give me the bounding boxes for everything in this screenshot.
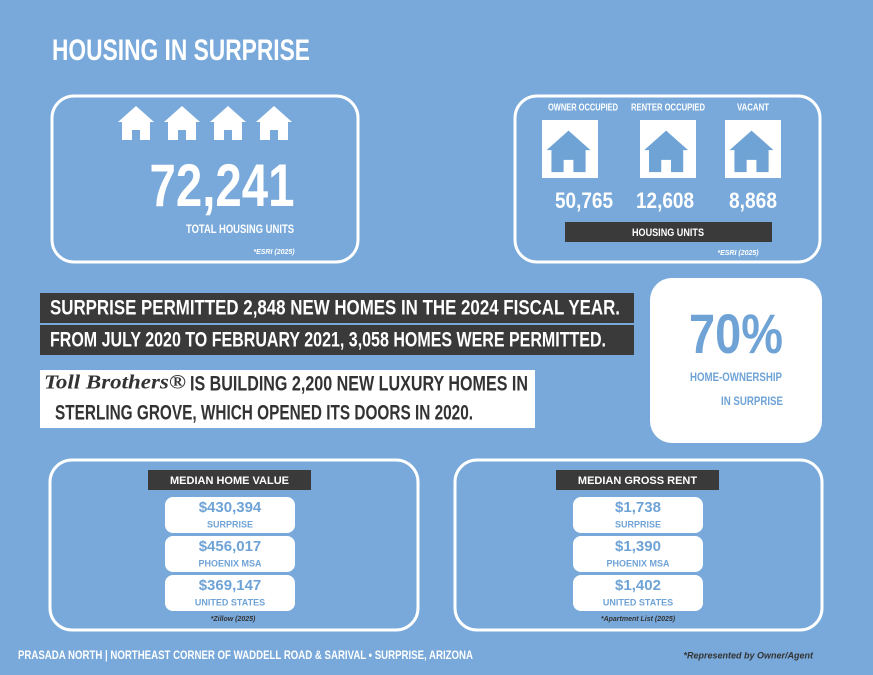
ownership-value: 70% <box>689 302 783 365</box>
source: *Apartment List (2025) <box>601 616 676 623</box>
value-pill <box>573 536 703 572</box>
title: HOUSING IN SURPRISE <box>52 34 310 67</box>
highlight: SURPRISE PERMITTED 2,848 NEW HOMES IN TH… <box>50 297 620 320</box>
row-value: $456,017 <box>199 538 262 555</box>
row-value: $369,147 <box>199 577 262 594</box>
column-value: 12,608 <box>636 188 694 213</box>
total-units-label: TOTAL HOUSING UNITS <box>186 222 294 236</box>
value-pill <box>165 536 295 572</box>
home-value-box <box>48 458 420 632</box>
title-bar <box>148 470 311 490</box>
ownership-label: HOME-OWNERSHIP <box>690 370 782 384</box>
value-pill <box>165 497 295 533</box>
row-label: UNITED STATES <box>603 597 673 607</box>
highlight: FROM JULY 2020 TO FEBRUARY 2021, 3,058 H… <box>50 329 606 352</box>
column-label: RENTER OCCUPIED <box>631 103 705 114</box>
bottom-panels: MEDIAN HOME VALUE $430,394 SURPRISE $456,01… <box>148 470 719 623</box>
gross-rent-box <box>453 458 824 632</box>
row-label: UNITED STATES <box>195 597 265 607</box>
occupancy-box <box>513 94 822 264</box>
row-label: PHOENIX MSA <box>198 558 262 568</box>
ownership-box <box>650 278 822 443</box>
footer-note: *Represented by Owner/Agent <box>683 650 814 660</box>
highlight-bar <box>40 325 634 355</box>
caption: HOUSING UNITS <box>632 227 704 239</box>
highlight-bar <box>40 293 634 323</box>
toll-bar <box>40 399 535 428</box>
value-pill <box>573 575 703 611</box>
source: *ESRI (2025) <box>717 250 759 257</box>
panel-title: MEDIAN GROSS RENT <box>578 475 697 487</box>
column-value: 8,868 <box>729 188 777 213</box>
row-value: $430,394 <box>199 499 262 516</box>
total-units-value: 72,241 <box>150 152 295 219</box>
total-units-box <box>50 94 360 264</box>
source: *ESRI (2025) <box>253 249 295 256</box>
title-bar <box>556 470 719 490</box>
toll-line: IS BUILDING 2,200 NEW LUXURY HOMES IN <box>190 373 528 396</box>
column-label: OWNER OCCUPIED <box>548 103 618 114</box>
toll-bar <box>40 370 535 400</box>
panel-title: MEDIAN HOME VALUE <box>170 475 289 487</box>
source: *Zillow (2025) <box>211 616 256 623</box>
logo: Toll Brothers® <box>44 372 186 394</box>
ownership-label: IN SURPRISE <box>721 394 783 408</box>
row-label: SURPRISE <box>207 519 253 529</box>
occupancy-icons <box>542 120 781 178</box>
row-label: PHOENIX MSA <box>606 558 670 568</box>
row-value: $1,390 <box>615 538 661 555</box>
value-pill <box>165 575 295 611</box>
column-value: 50,765 <box>555 188 613 213</box>
caption-bar <box>565 222 772 242</box>
row-label: SURPRISE <box>615 519 661 529</box>
row-value: $1,402 <box>615 577 661 594</box>
column-label: VACANT <box>737 103 769 114</box>
toll-line: STERLING GROVE, WHICH OPENED ITS DOORS I… <box>55 402 473 425</box>
value-pill <box>573 497 703 533</box>
row-value: $1,738 <box>615 499 661 516</box>
footer-address: PRASADA NORTH | NORTHEAST CORNER OF WADD… <box>18 648 473 662</box>
